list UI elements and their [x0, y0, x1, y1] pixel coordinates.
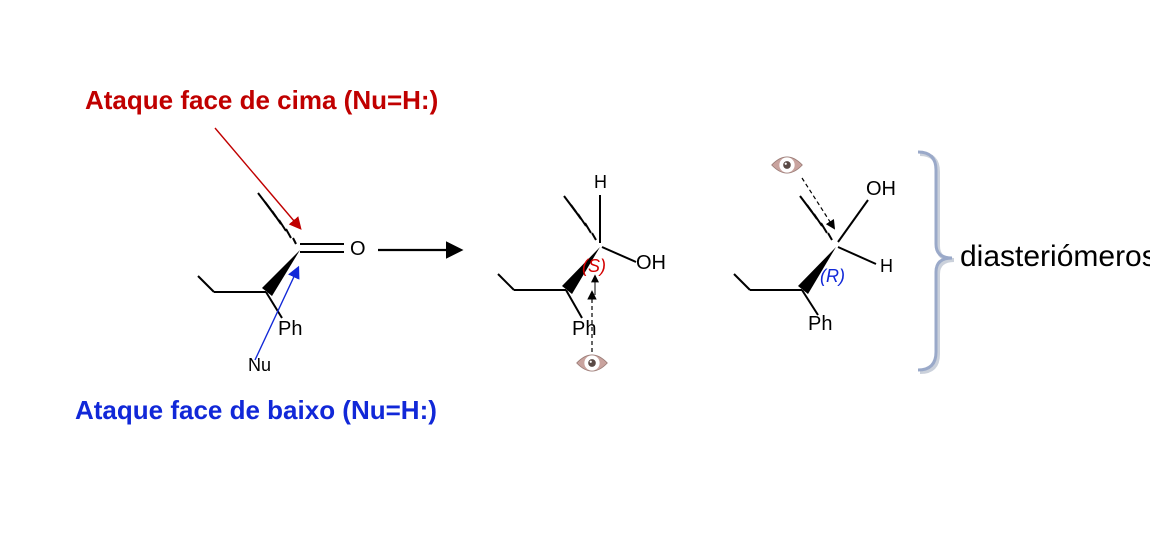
- eye-icon-top: [770, 152, 804, 178]
- label-O: O: [350, 238, 366, 261]
- product-s-molecule: [498, 195, 636, 318]
- label-Ph-reactant: Ph: [278, 318, 302, 341]
- stereo-label-S: (S): [582, 256, 606, 277]
- label-Ph-R: Ph: [808, 313, 832, 336]
- chemistry-svg: [0, 0, 1150, 543]
- label-OH-R: OH: [866, 178, 896, 201]
- label-H-R: H: [880, 256, 893, 277]
- eye-icon-bottom: [575, 350, 609, 376]
- curly-bracket: [918, 152, 954, 372]
- diagram-stage: Ataque face de cima (Nu=H:) Ataque face …: [0, 0, 1150, 543]
- attack-arrow-top: [215, 128, 300, 228]
- stereo-label-R: (R): [820, 266, 845, 287]
- label-Ph-S: Ph: [572, 318, 596, 341]
- product-r-molecule: [734, 196, 876, 315]
- label-H-S: H: [594, 172, 607, 193]
- reactant-molecule: [198, 193, 344, 318]
- label-OH-S: OH: [636, 252, 666, 275]
- label-Nu: Nu: [248, 355, 271, 376]
